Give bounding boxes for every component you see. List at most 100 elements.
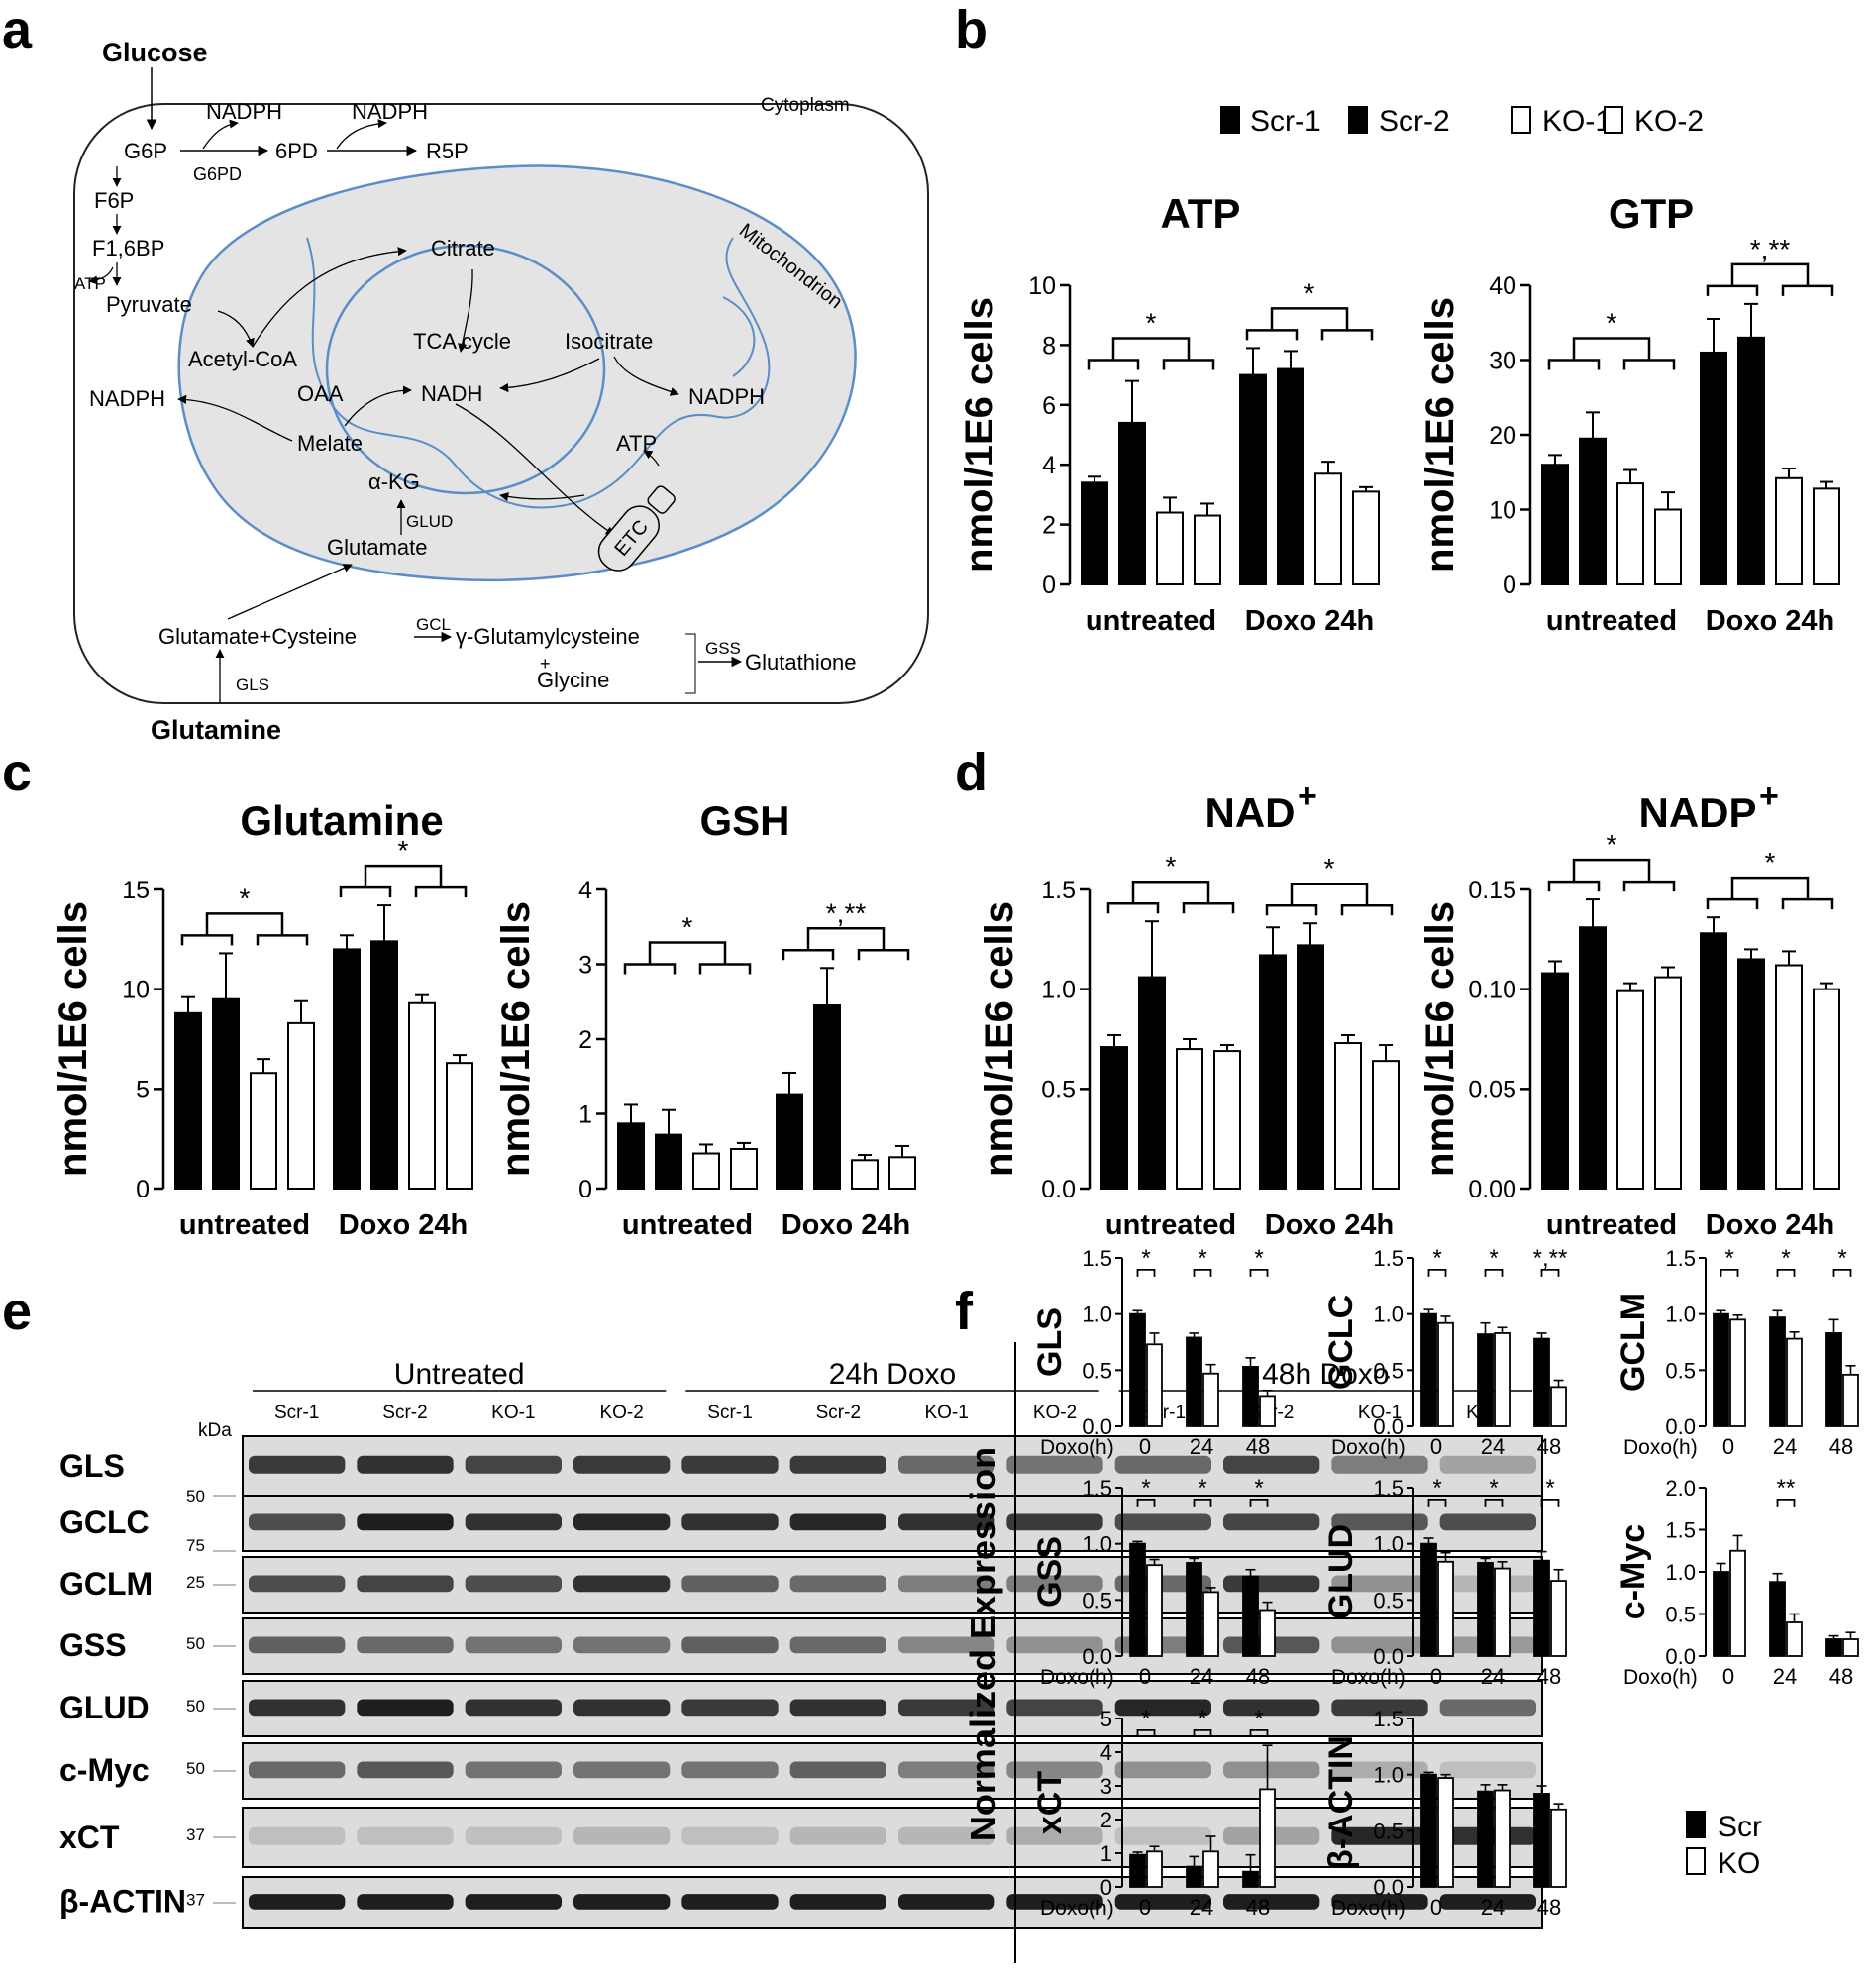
y-tick-label: 6 [1042,392,1056,420]
x-category-label: untreated [1546,605,1677,637]
blot-band [898,1761,995,1779]
blot-band [1223,1761,1320,1779]
sig-bracket [1484,1269,1504,1277]
citrate-label: Citrate [431,236,495,260]
blot-band [1223,1575,1320,1593]
bar [1550,1580,1567,1657]
y-tick-label: 0.5 [1665,1603,1696,1627]
blot-band [465,1455,562,1474]
chart-f-GSS: 0.0 0.5 1.0 1.5 GSS Doxo(h) * 0 * 24 * 48 [1031,1475,1276,1689]
cytoplasm-label: Cytoplasm [761,95,850,116]
y-tick-label: 40 [1489,272,1516,300]
blot-lane-label: Scr-2 [382,1403,427,1423]
nadph-label: NADPH [89,386,165,411]
bar [1118,421,1146,586]
x-category-label: 0 [1722,1434,1734,1459]
tca-cycle-circle [325,244,606,495]
sig-bracket [1136,1269,1156,1277]
sig-bracket [623,963,677,975]
glycine-label: Glycine [537,668,609,692]
y-tick-label: 1 [578,1101,592,1129]
blot-lane-label: KO-1 [1358,1403,1402,1423]
y-tick-label: 0.0 [1082,1414,1112,1439]
y-tick-label: 1.0 [1082,1532,1112,1557]
bar [1146,1850,1163,1888]
plus-label: + [540,654,551,674]
significance-label: *,** [1750,234,1791,264]
gls-label: GLS [236,676,269,694]
isocitrate-label: Isocitrate [565,329,653,354]
bar [1186,1865,1202,1888]
blot-band [1223,1513,1320,1531]
x-category-label: 24 [1773,1664,1797,1689]
bar [1202,1591,1219,1657]
x-category-label: 48 [1537,1664,1561,1689]
y-tick-label: 2.0 [1665,1476,1696,1501]
blot-band [465,1894,562,1910]
bar [1769,1581,1786,1657]
x-prefix-label: Doxo(h) [1331,1666,1406,1689]
y-axis-label: c-Myc [1615,1524,1652,1619]
y-tick-label: 0.0 [1373,1644,1404,1669]
y-tick-label: 4 [1100,1740,1112,1765]
sig-bracket [1622,880,1676,892]
blot-band [465,1761,562,1779]
significance-label: * [1545,1475,1554,1502]
chart-GSH: 0 1 2 3 4 nmol/1E6 cells GSH * untreated *,** Doxo… [494,797,916,1241]
significance-label: * [1607,829,1617,860]
y-tick-label: 4 [1042,452,1056,479]
blot-strip [242,1556,1543,1614]
y-tick-label: 1.0 [1082,1302,1112,1327]
blot-band [1331,1575,1428,1593]
bar [1242,1575,1259,1657]
blot-group-label: Untreated [394,1358,525,1391]
bar [1242,1366,1259,1427]
y-tick-label: 0.5 [1082,1358,1112,1383]
sig-bracket [1136,1729,1156,1737]
blot-band [249,1761,346,1779]
bar [1842,1373,1859,1427]
significance-label: * [1198,1475,1206,1502]
chart-title: GSH [699,797,789,844]
sig-bracket [1730,876,1810,900]
bar [1737,336,1765,585]
blot-band [1439,1513,1536,1531]
western-blot: Untreated 24h Doxo 48h Doxo Scr-1 Scr-2 KO-1 K… [59,1358,1543,1929]
bar [888,1156,916,1191]
bar [1713,1312,1729,1427]
blot-marker-label: 50 [186,1487,205,1506]
blot-strip [242,1807,1543,1868]
x-prefix-label: Doxo(h) [1040,1436,1114,1459]
bar [1700,932,1727,1190]
x-category-label: 24 [1481,1895,1505,1920]
bar [1242,1870,1259,1888]
y-axis-label: nmol/1E6 cells [494,901,538,1177]
bar [1259,1395,1276,1427]
bar [1550,1386,1567,1427]
y-tick-label: 1.0 [1041,977,1076,1004]
bar [1186,1336,1202,1427]
y-tick-label: 0.05 [1468,1076,1516,1103]
bar [1579,926,1607,1191]
blot-protein-label: GLS [59,1448,125,1484]
blot-band [249,1699,346,1717]
blot-marker-label: 50 [186,1759,205,1778]
bar [1100,1046,1128,1191]
y-axis-label: nmol/1E6 cells [958,297,1001,573]
y-tick-label: 1.5 [1373,1707,1404,1731]
x-category-label: 0 [1430,1664,1442,1689]
r5p-label: R5P [426,139,469,163]
sig-bracket [1111,337,1191,361]
blot-protein-label: GCLM [59,1566,153,1602]
bar [287,1021,315,1190]
y-tick-label: 1 [1100,1841,1112,1866]
x-prefix-label: Doxo(h) [1623,1666,1698,1689]
blot-band [789,1894,886,1910]
sig-bracket [1106,901,1160,914]
y-tick-label: 0 [1100,1875,1112,1900]
legend-label: KO [1718,1847,1760,1880]
blot-band [789,1761,886,1779]
significance-label: * [682,912,693,943]
blot-band [573,1826,671,1845]
